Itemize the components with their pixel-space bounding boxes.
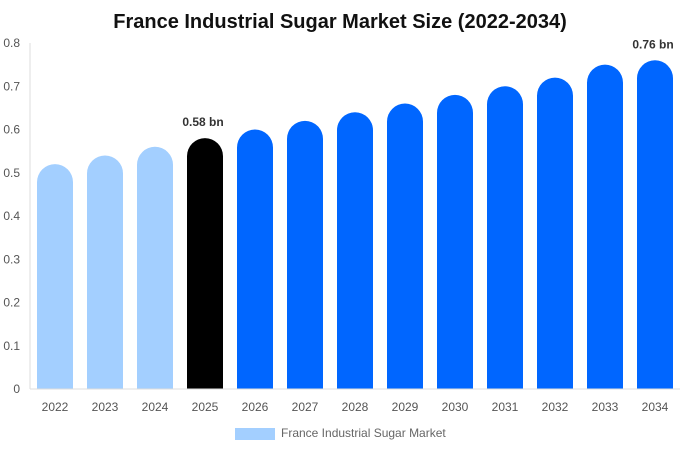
bar-2034[interactable] — [637, 60, 673, 389]
bar-2026[interactable] — [237, 129, 273, 390]
x-tick-label: 2027 — [292, 400, 319, 414]
y-tick-label: 0.5 — [3, 166, 20, 180]
x-tick-label: 2026 — [242, 400, 269, 414]
bar-2030[interactable] — [437, 94, 473, 389]
x-tick-label: 2024 — [142, 400, 169, 414]
bars: 0.58 bn 0.76 bn — [37, 37, 674, 390]
x-tick-label: 2034 — [642, 400, 669, 414]
y-tick-label: 0.4 — [3, 209, 20, 223]
bar-2022[interactable] — [37, 164, 73, 389]
x-tick-label: 2029 — [392, 400, 419, 414]
data-label: 0.58 bn — [182, 115, 223, 129]
y-axis: 0 0.1 0.2 0.3 0.4 0.5 0.6 0.7 0.8 — [3, 36, 31, 396]
x-tick-label: 2025 — [192, 400, 219, 414]
bar-2029[interactable] — [387, 103, 423, 390]
bar-2032[interactable] — [537, 77, 573, 389]
x-tick-label: 2031 — [492, 400, 519, 414]
legend-swatch — [235, 428, 275, 440]
bar-2023[interactable] — [87, 155, 123, 389]
x-tick-label: 2033 — [592, 400, 619, 414]
x-tick-label: 2032 — [542, 400, 569, 414]
x-tick-label: 2028 — [342, 400, 369, 414]
bar-2031[interactable] — [487, 86, 523, 389]
data-label: 0.76 bn — [632, 37, 673, 51]
bar-2028[interactable] — [337, 112, 373, 389]
y-tick-label: 0.8 — [3, 36, 20, 50]
x-axis: 2022 2023 2024 2025 2026 2027 2028 2029 2030 2031… — [30, 388, 680, 414]
y-tick-label: 0.3 — [3, 252, 20, 266]
legend-label: France Industrial Sugar Market — [281, 426, 446, 440]
legend[interactable]: France Industrial Sugar Market — [235, 426, 446, 440]
y-tick-label: 0.1 — [3, 339, 20, 353]
x-tick-label: 2023 — [92, 400, 119, 414]
y-tick-label: 0.6 — [3, 123, 20, 137]
bar-2025[interactable] — [187, 138, 223, 389]
y-tick-label: 0 — [13, 382, 20, 396]
bar-2033[interactable] — [587, 64, 623, 389]
y-tick-label: 0.7 — [3, 79, 20, 93]
x-tick-label: 2030 — [442, 400, 469, 414]
y-tick-label: 0.2 — [3, 296, 20, 310]
chart-title: France Industrial Sugar Market Size (202… — [113, 11, 567, 33]
x-tick-label: 2022 — [42, 400, 69, 414]
bar-2024[interactable] — [137, 146, 173, 389]
bar-2027[interactable] — [287, 120, 323, 389]
